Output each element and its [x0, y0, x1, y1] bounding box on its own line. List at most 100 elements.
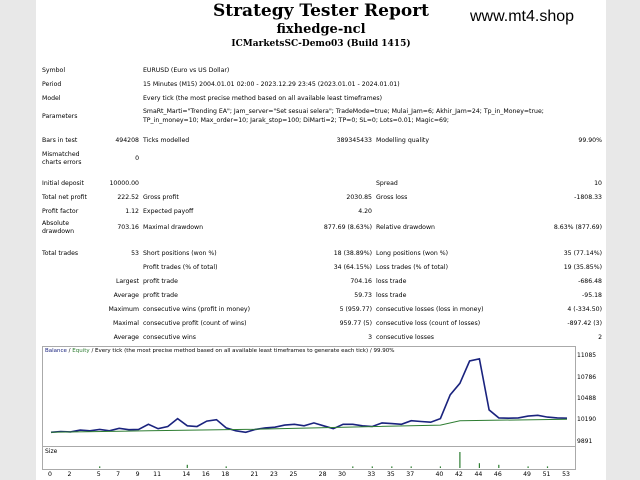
drawdown-row: Absolute drawdown 703.16 Maximal drawdow…	[42, 220, 602, 236]
x-tick-label: 7	[116, 471, 121, 478]
y-tick-label: 10488	[577, 395, 597, 402]
period-label: Period	[42, 81, 62, 88]
absolute-drawdown-label-1: Absolute	[42, 220, 70, 227]
profit-trades-label: Profit trades (% of total)	[143, 264, 218, 271]
period-value: 15 Minutes (M15) 2004.01.01 02:00 - 2023…	[143, 81, 400, 88]
x-tick-label: 49	[523, 471, 531, 478]
model-value: Every tick (the most precise method base…	[143, 95, 383, 102]
gross-loss-value: -1808.33	[574, 194, 602, 201]
x-tick-label: 25	[289, 471, 298, 478]
expert-name: fixhedge-ncl	[276, 22, 366, 37]
model-label: Model	[42, 95, 61, 102]
total-trades-label: Total trades	[42, 250, 79, 257]
spread-label: Spread	[376, 180, 398, 187]
symbol-label: Symbol	[42, 67, 66, 74]
size-bar	[410, 466, 412, 468]
x-tick-label: 35	[386, 471, 395, 478]
x-tick-label: 37	[406, 471, 415, 478]
loss-trades-label: Loss trades (% of total)	[376, 264, 448, 271]
total-trades-value: 53	[131, 250, 139, 257]
maximal-loss-value: -897.42 (3)	[567, 320, 602, 327]
mismatch-value: 0	[135, 155, 139, 162]
watermark: www.mt4.shop	[470, 8, 575, 25]
size-label: Size	[45, 448, 58, 455]
net-profit-value: 222.52	[117, 194, 139, 201]
x-tick-label: 5	[96, 471, 101, 478]
average-loss-value: -95.18	[582, 292, 602, 299]
size-bar	[459, 452, 461, 468]
caption-rest: / Every tick (the most precise method ba…	[89, 348, 395, 354]
x-tick-label: 21	[250, 471, 259, 478]
short-label: Short positions (won %)	[143, 250, 217, 257]
maximal-drawdown-label: Maximal drawdown	[143, 224, 204, 231]
size-bar	[99, 466, 101, 468]
bars-label: Bars in test	[42, 137, 78, 144]
size-bar	[391, 466, 393, 468]
average-profit-label: profit trade	[143, 292, 178, 299]
ticks-value: 389345433	[336, 137, 372, 144]
relative-drawdown-label: Relative drawdown	[376, 224, 435, 231]
balance-plot	[50, 357, 568, 434]
max-consec-losses-value: 4 (-334.50)	[567, 306, 602, 313]
symbol-value: EURUSD (Euro vs US Dollar)	[143, 67, 230, 74]
parameters-line-1: SmaRt_Marti="Trending EA"; Jam_server="S…	[143, 108, 544, 115]
parameters-row: Parameters SmaRt_Marti="Trending EA"; Ja…	[42, 108, 602, 126]
ticks-label: Ticks modelled	[143, 137, 190, 144]
size-bar	[546, 466, 549, 468]
x-tick-label: 42	[454, 471, 463, 478]
bars-value: 494208	[115, 137, 139, 144]
x-tick-label: 23	[269, 471, 278, 478]
absolute-drawdown-label-2: drawdown	[42, 228, 75, 235]
size-bar	[352, 466, 354, 468]
size-bar	[225, 466, 227, 468]
size-bar	[371, 466, 373, 468]
maximal-profit-value: 959.77 (5)	[339, 320, 372, 327]
long-label: Long positions (won %)	[376, 250, 449, 257]
deposit-value: 10000.00	[109, 180, 139, 187]
x-tick-label: 9	[135, 471, 140, 478]
x-tick-label: 0	[48, 471, 52, 478]
x-tick-label: 14	[182, 471, 191, 478]
x-tick-label: 53	[562, 471, 570, 478]
maximal-drawdown-value: 877.69 (8.63%)	[323, 224, 372, 231]
caption-sep: /	[66, 348, 73, 354]
mismatch-label-1: Mismatched	[42, 151, 80, 158]
caption-equity: Equity	[72, 348, 90, 354]
gross-profit-value: 2030.85	[346, 194, 372, 201]
x-tick-label: 33	[367, 471, 376, 478]
server-name: ICMarketsSC-Demo03 (Build 1415)	[231, 39, 411, 49]
x-tick-label: 30	[338, 471, 346, 478]
series-line-equity	[50, 418, 568, 433]
largest-label: Largest	[115, 278, 139, 285]
expected-payoff-value: 4.20	[358, 208, 372, 215]
quality-label: Modelling quality	[376, 137, 429, 144]
spread-value: 10	[594, 180, 602, 187]
absolute-drawdown-value: 703.16	[117, 224, 139, 231]
profit-trades-value: 34 (64.15%)	[333, 264, 372, 271]
quality-value: 99.90%	[578, 137, 602, 144]
max-consec-losses-label: consecutive losses (loss in money)	[376, 306, 484, 313]
size-bar	[527, 466, 529, 468]
avg-consec-losses-value: 2	[598, 334, 602, 341]
gross-profit-label: Gross profit	[143, 194, 179, 201]
x-tick-label: 11	[153, 471, 162, 478]
maximal-label: Maximal	[112, 320, 139, 327]
x-tick-label: 18	[221, 471, 230, 478]
series-line-balance	[50, 357, 568, 434]
average-loss-label: loss trade	[376, 292, 407, 299]
maximum-label: Maximum	[108, 306, 140, 313]
parameters-label: Parameters	[42, 113, 78, 120]
avg-consec-wins-value: 3	[368, 334, 372, 341]
profit-factor-label: Profit factor	[42, 208, 79, 215]
avg-consec-wins-label: consecutive wins	[143, 334, 196, 341]
relative-drawdown-value: 8.63% (877.69)	[553, 224, 602, 231]
average-profit-value: 59.73	[354, 292, 372, 299]
balance-chart: Balance / Equity / Every tick (the most …	[42, 346, 576, 456]
size-bar	[498, 464, 500, 468]
gross-loss-label: Gross loss	[376, 194, 408, 201]
avg-consec-losses-label: consecutive losses	[376, 334, 435, 341]
x-tick-label: 16	[201, 471, 210, 478]
largest-loss-label: loss trade	[376, 278, 407, 285]
max-consec-wins-value: 5 (959.77)	[339, 306, 372, 313]
parameters-line-2: TP_in_money=10; Max_order=10; Jarak_stop…	[143, 117, 449, 124]
